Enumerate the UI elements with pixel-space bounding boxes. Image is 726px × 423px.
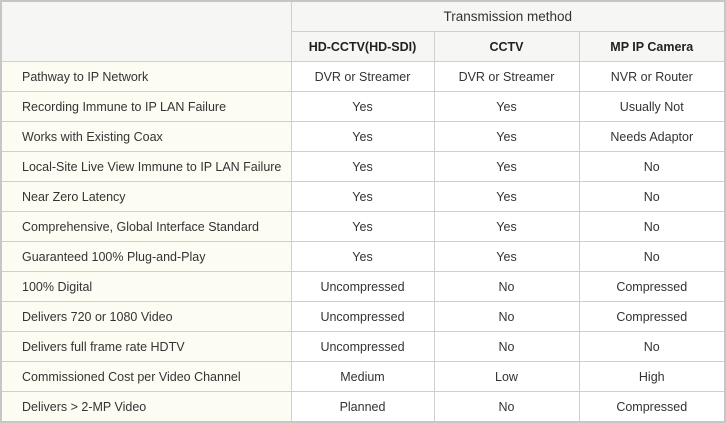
table-cell: Yes — [290, 91, 435, 122]
table-cell: Yes — [290, 241, 435, 272]
table-cell: Yes — [290, 181, 435, 212]
table-cell: No — [433, 271, 580, 302]
table-cell: Medium — [290, 361, 435, 392]
table-cell: Yes — [290, 211, 435, 242]
table-cell: Uncompressed — [290, 271, 435, 302]
row-label: Recording Immune to IP LAN Failure — [0, 91, 292, 122]
row-label: Delivers > 2-MP Video — [0, 391, 292, 423]
row-label: Comprehensive, Global Interface Standard — [0, 211, 292, 242]
table-cell: Yes — [433, 151, 580, 182]
table-cell: Yes — [433, 181, 580, 212]
row-label: Guaranteed 100% Plug-and-Play — [0, 241, 292, 272]
table-row: Commissioned Cost per Video Channel Mediu… — [0, 361, 726, 392]
table-cell: Yes — [433, 121, 580, 152]
row-label: Pathway to IP Network — [0, 61, 292, 92]
table-cell: No — [433, 391, 580, 423]
group-header: Transmission method — [290, 0, 726, 32]
table-row: Local-Site Live View Immune to IP LAN Fa… — [0, 151, 726, 182]
table-cell: NVR or Router — [578, 61, 726, 92]
row-label: Local-Site Live View Immune to IP LAN Fa… — [0, 151, 292, 182]
table-row: Comprehensive, Global Interface Standard… — [0, 211, 726, 242]
row-label: Near Zero Latency — [0, 181, 292, 212]
table-cell: No — [578, 181, 726, 212]
table-cell: Uncompressed — [290, 331, 435, 362]
table-cell: DVR or Streamer — [290, 61, 435, 92]
table-cell: Yes — [290, 121, 435, 152]
column-header: MP IP Camera — [578, 31, 726, 62]
table-cell: Needs Adaptor — [578, 121, 726, 152]
row-label: 100% Digital — [0, 271, 292, 302]
table-row: Works with Existing Coax Yes Yes Needs Adap… — [0, 121, 726, 152]
table-cell: Yes — [433, 241, 580, 272]
table-cell: Yes — [433, 91, 580, 122]
table-cell: Usually Not — [578, 91, 726, 122]
column-header: HD-CCTV(HD-SDI) — [290, 31, 435, 62]
table-cell: Low — [433, 361, 580, 392]
table-cell: No — [578, 211, 726, 242]
table-row: Recording Immune to IP LAN Failure Yes Yes… — [0, 91, 726, 122]
table-cell: No — [578, 331, 726, 362]
table-cell: Compressed — [578, 271, 726, 302]
table-cell: No — [433, 331, 580, 362]
table-cell: Compressed — [578, 301, 726, 332]
row-label: Delivers full frame rate HDTV — [0, 331, 292, 362]
table-row: Delivers 720 or 1080 Video Uncompressed No… — [0, 301, 726, 332]
table-cell: No — [433, 301, 580, 332]
column-header: CCTV — [433, 31, 580, 62]
table-cell: DVR or Streamer — [433, 61, 580, 92]
table-row: Near Zero Latency Yes Yes No — [0, 181, 726, 212]
table-cell: Yes — [290, 151, 435, 182]
table-cell: No — [578, 151, 726, 182]
row-label: Works with Existing Coax — [0, 121, 292, 152]
corner-cell — [0, 0, 292, 62]
table-cell: No — [578, 241, 726, 272]
table-cell: Compressed — [578, 391, 726, 423]
row-label: Delivers 720 or 1080 Video — [0, 301, 292, 332]
table-cell: High — [578, 361, 726, 392]
table-row: Pathway to IP Network DVR or Streamer DVR … — [0, 61, 726, 92]
row-label: Commissioned Cost per Video Channel — [0, 361, 292, 392]
table-cell: Planned — [290, 391, 435, 423]
table-row: Delivers full frame rate HDTV Uncompresse… — [0, 331, 726, 362]
table-row: 100% Digital Uncompressed No Compressed — [0, 271, 726, 302]
table-row: Guaranteed 100% Plug-and-Play Yes Yes No — [0, 241, 726, 272]
table-cell: Yes — [433, 211, 580, 242]
table-row: Delivers > 2-MP Video Planned No Compressed — [0, 391, 726, 423]
table-cell: Uncompressed — [290, 301, 435, 332]
